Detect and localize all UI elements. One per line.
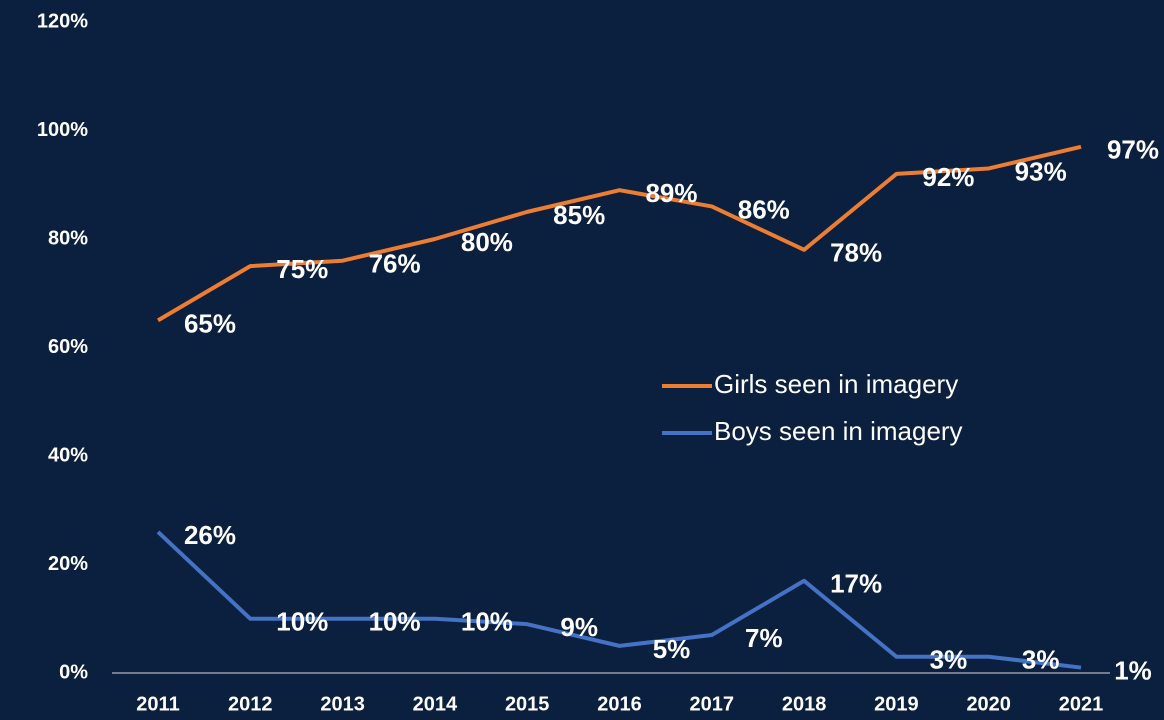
- data-label: 26%: [184, 520, 236, 550]
- x-tick-label: 2013: [320, 693, 365, 715]
- x-tick-label: 2017: [690, 693, 735, 715]
- data-label: 5%: [653, 634, 691, 664]
- data-label: 92%: [922, 162, 974, 192]
- data-label: 85%: [553, 200, 605, 230]
- legend-label: Girls seen in imagery: [714, 369, 958, 399]
- y-tick-label: 20%: [48, 553, 88, 575]
- data-label: 7%: [745, 623, 783, 653]
- data-label: 10%: [461, 607, 513, 637]
- data-label: 78%: [830, 238, 882, 268]
- x-tick-label: 2019: [874, 693, 919, 715]
- data-label: 89%: [645, 178, 697, 208]
- y-tick-label: 80%: [48, 227, 88, 249]
- data-label: 75%: [276, 254, 328, 284]
- data-label: 80%: [461, 227, 513, 257]
- y-tick-label: 0%: [59, 661, 88, 683]
- x-tick-label: 2021: [1059, 693, 1104, 715]
- series-line: [156, 530, 1082, 670]
- data-label: 93%: [1015, 156, 1067, 186]
- data-label: 1%: [1114, 655, 1152, 685]
- y-tick-label: 40%: [48, 444, 88, 466]
- y-tick-label: 60%: [48, 336, 88, 358]
- data-label: 9%: [560, 612, 598, 642]
- x-tick-label: 2016: [597, 693, 642, 715]
- data-label: 65%: [184, 308, 236, 338]
- data-label: 3%: [930, 645, 968, 675]
- y-tick-label: 120%: [37, 10, 88, 32]
- x-tick-label: 2015: [505, 693, 550, 715]
- data-label: 76%: [369, 249, 421, 279]
- x-tick-label: 2014: [413, 693, 458, 715]
- x-tick-label: 2020: [966, 693, 1011, 715]
- data-label: 10%: [276, 607, 328, 637]
- data-label: 3%: [1022, 645, 1060, 675]
- legend-label: Boys seen in imagery: [714, 416, 963, 446]
- data-label: 86%: [738, 194, 790, 224]
- y-tick-label: 100%: [37, 119, 88, 141]
- data-label: 97%: [1107, 135, 1159, 165]
- x-tick-label: 2018: [782, 693, 827, 715]
- x-tick-label: 2012: [228, 693, 273, 715]
- x-tick-label: 2011: [136, 693, 179, 715]
- data-label: 10%: [369, 607, 421, 637]
- series-line: [156, 144, 1082, 323]
- data-label: 17%: [830, 569, 882, 599]
